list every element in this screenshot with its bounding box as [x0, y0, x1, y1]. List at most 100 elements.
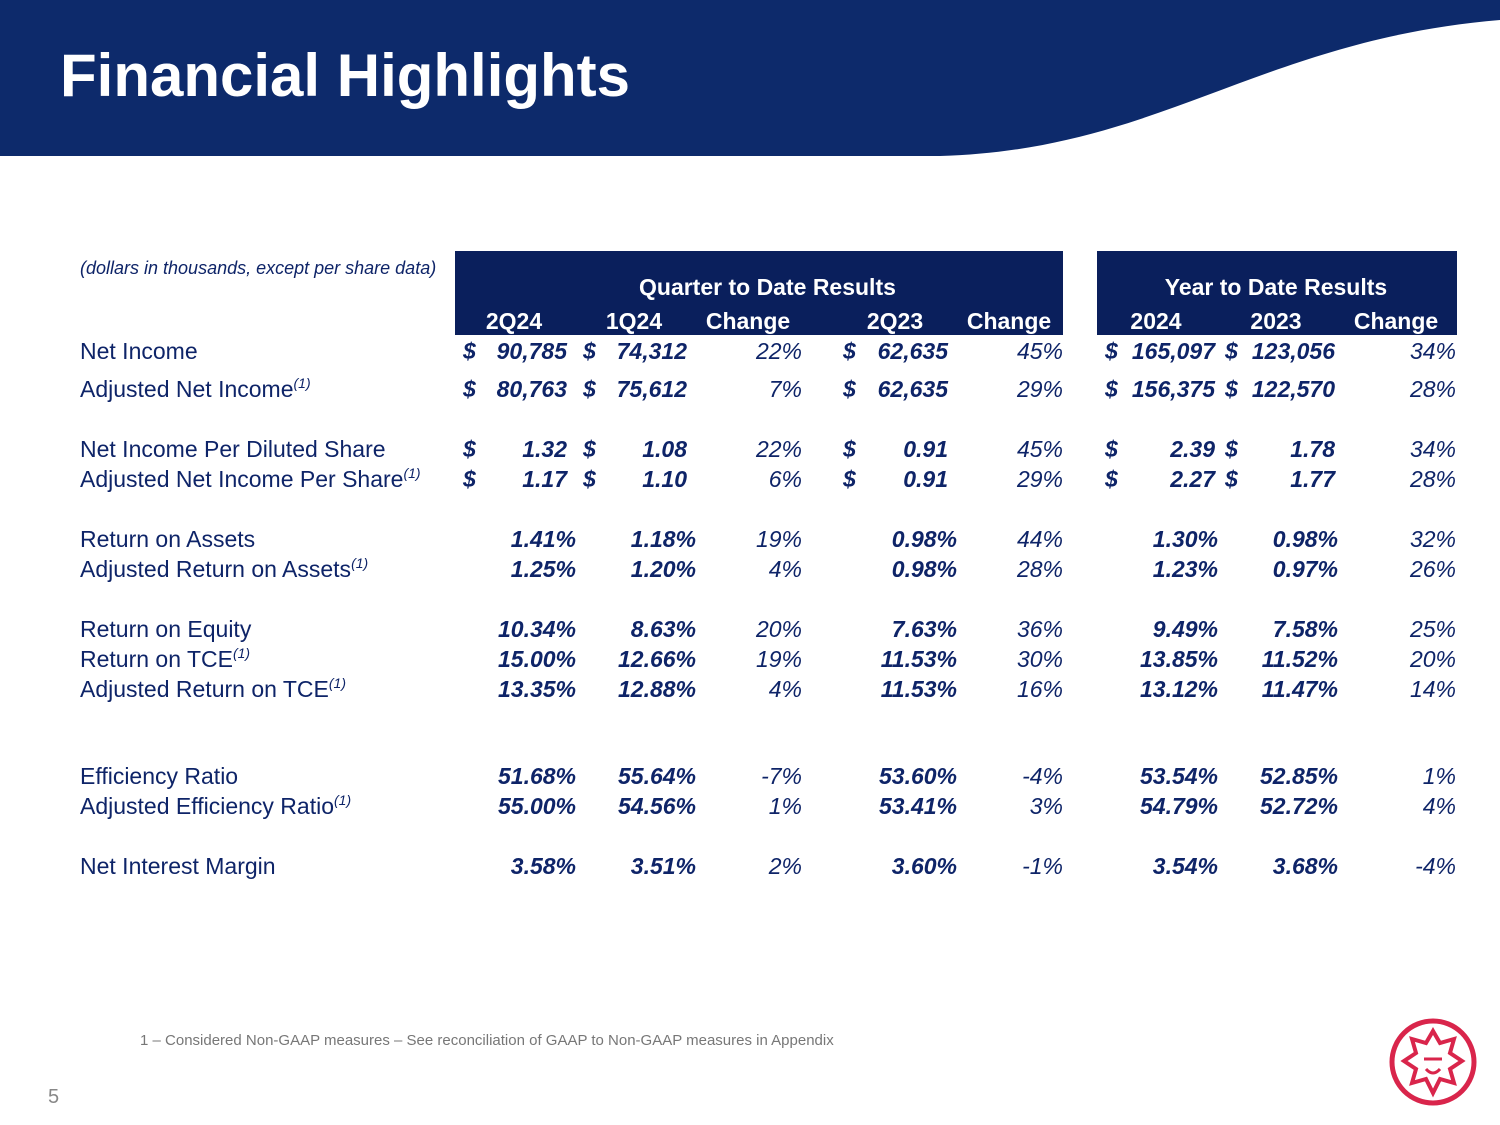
cell-value: 1.32	[522, 436, 567, 462]
cell-value: 11.53%	[880, 676, 957, 702]
cell-value: 28%	[1409, 466, 1456, 492]
superscript: (1)	[232, 645, 251, 661]
cell-value: 12.88%	[617, 676, 696, 702]
cell-value: 32%	[1409, 526, 1456, 552]
cell-value: 54.79%	[1139, 793, 1218, 819]
cell-value: 1%	[768, 793, 802, 819]
currency-sign: $	[1105, 376, 1118, 402]
row-label: Net Interest Margin	[80, 855, 276, 878]
cell-value: 28%	[1016, 556, 1063, 582]
cell-value: 1.08	[642, 436, 687, 462]
cell-value: -1%	[1022, 853, 1063, 879]
cell-value: 30%	[1016, 646, 1063, 672]
column-header: Change	[966, 308, 1052, 334]
currency-sign: $	[1225, 466, 1238, 492]
column-header: 2024	[1130, 308, 1182, 334]
currency-sign: $	[843, 466, 856, 492]
cell-value: 62,635	[877, 338, 948, 364]
cell-value: -7%	[761, 763, 802, 789]
cell-value: 19%	[755, 526, 802, 552]
cell-value: 3%	[1029, 793, 1063, 819]
currency-sign: $	[1105, 466, 1118, 492]
row-label-text: Efficiency Ratio	[80, 763, 239, 789]
table-note: (dollars in thousands, except per share …	[80, 258, 437, 278]
currency-sign: $	[1105, 338, 1118, 364]
cell-value: 53.60%	[878, 763, 957, 789]
column-header: Change	[1353, 308, 1439, 334]
cell-value: 34%	[1409, 436, 1456, 462]
footnote: 1 – Considered Non-GAAP measures – See r…	[140, 1032, 834, 1049]
cell-value: 2.27	[1170, 466, 1215, 492]
cell-value: 1.20%	[630, 556, 696, 582]
column-header: 1Q24	[605, 308, 663, 334]
cell-value: 16%	[1016, 676, 1063, 702]
row-label-text: Return on TCE	[80, 646, 233, 672]
currency-sign: $	[583, 466, 596, 492]
cell-value: 53.54%	[1139, 763, 1218, 789]
cell-value: 44%	[1016, 526, 1063, 552]
cell-value: 25%	[1409, 616, 1456, 642]
cell-value: 22%	[755, 338, 802, 364]
superscript: (1)	[351, 555, 369, 571]
cell-value: 11.52%	[1261, 646, 1338, 672]
row-label-text: Return on Assets	[80, 526, 256, 552]
currency-sign: $	[583, 338, 596, 364]
cell-value: 1.77	[1290, 466, 1335, 492]
title: Financial Highlights	[60, 42, 631, 109]
cell-value: 12.66%	[617, 646, 696, 672]
cell-value: 62,635	[877, 376, 948, 402]
cell-value: 28%	[1409, 376, 1456, 402]
cell-value: 4%	[768, 556, 802, 582]
row-label-text: Adjusted Net Income Per Share	[80, 466, 404, 492]
cell-value: 1.17	[522, 466, 567, 492]
superscript: (1)	[334, 792, 352, 808]
row-label: Net Income Per Diluted Share	[80, 438, 386, 461]
row-label-text: Net Interest Margin	[80, 853, 276, 879]
column-header: 2Q24	[485, 308, 543, 334]
cell-value: 3.54%	[1152, 853, 1218, 879]
cell-value: 11.53%	[880, 646, 957, 672]
cell-value: 1.18%	[630, 526, 696, 552]
cell-value: 29%	[1016, 466, 1063, 492]
cell-value: 3.68%	[1272, 853, 1338, 879]
row-label-text: Adjusted Efficiency Ratio	[80, 793, 334, 819]
cell-value: 7.58%	[1272, 616, 1338, 642]
row-label-text: Adjusted Return on Assets	[80, 556, 352, 582]
column-header: 2Q23	[866, 308, 924, 334]
cell-value: 80,763	[496, 376, 567, 402]
cell-value: 75,612	[616, 376, 687, 402]
cell-value: 0.91	[903, 466, 948, 492]
currency-sign: $	[463, 376, 476, 402]
cell-value: 2%	[768, 853, 802, 879]
currency-sign: $	[1225, 338, 1238, 364]
currency-sign: $	[583, 436, 596, 462]
logo	[1389, 1018, 1477, 1106]
cell-value: 7%	[768, 376, 802, 402]
currency-sign: $	[1105, 436, 1118, 462]
group-title: Quarter to Date Results	[639, 274, 896, 300]
superscript: (1)	[328, 675, 347, 691]
row-label-text: Adjusted Return on TCE	[80, 676, 329, 702]
currency-sign: $	[1225, 436, 1238, 462]
cell-value: 4%	[768, 676, 802, 702]
cell-value: 90,785	[496, 338, 567, 364]
cell-value: 13.85%	[1139, 646, 1218, 672]
row-label-text: Net Income	[80, 338, 198, 364]
row-label: Adjusted Return on Assets(1)	[80, 555, 369, 582]
cell-value: 0.91	[903, 436, 948, 462]
group-title: Year to Date Results	[1164, 274, 1388, 300]
cell-value: 4%	[1422, 793, 1456, 819]
superscript: (1)	[293, 375, 311, 391]
cell-value: 54.56%	[617, 793, 696, 819]
cell-value: 10.34%	[497, 616, 576, 642]
cell-value: 1%	[1422, 763, 1456, 789]
currency-sign: $	[463, 466, 476, 492]
column-header: 2023	[1250, 308, 1302, 334]
cell-value: -4%	[1415, 853, 1456, 879]
cell-value: 123,056	[1251, 338, 1335, 364]
row-label-text: Return on Equity	[80, 616, 252, 642]
cell-value: 1.30%	[1152, 526, 1218, 552]
currency-sign: $	[843, 436, 856, 462]
currency-sign: $	[1225, 376, 1238, 402]
cell-value: 45%	[1016, 436, 1063, 462]
